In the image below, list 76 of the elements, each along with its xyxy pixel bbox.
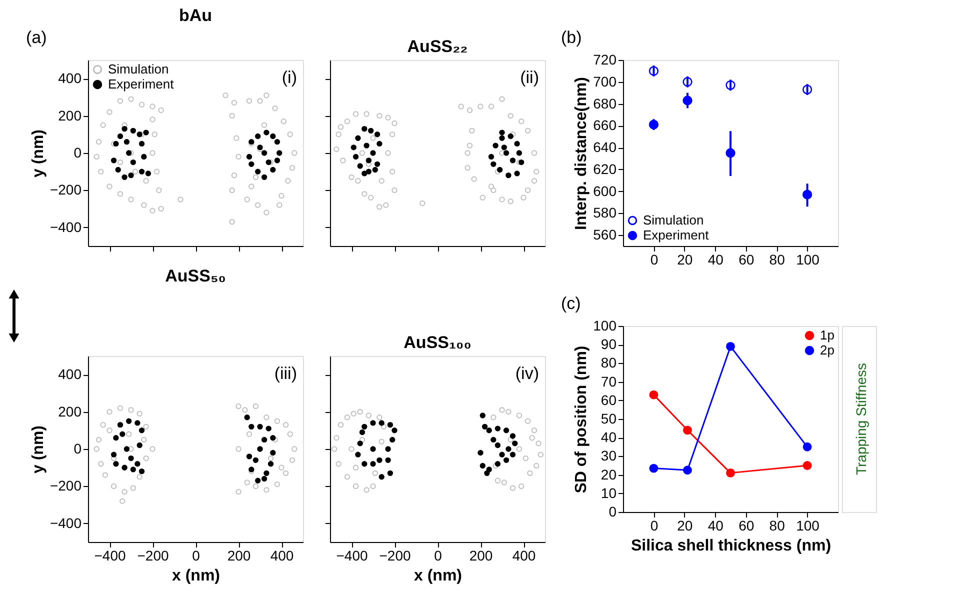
annotation: (i)	[282, 68, 297, 87]
x-tick-label: 100	[796, 518, 820, 534]
y-tick-label: 400	[58, 70, 82, 86]
x-axis-title: Silica shell thickness (nm)	[630, 538, 832, 554]
y-tick-label: 30	[600, 448, 617, 464]
y-tick-label: 200	[58, 403, 82, 420]
legend-label: 2p	[820, 342, 834, 358]
legend-label: 1p	[820, 328, 834, 342]
y-tick-label: 70	[600, 373, 617, 390]
legend-label: Simulation	[108, 62, 169, 76]
chart-title: AuSS₂₂	[407, 37, 468, 56]
text: (c)	[561, 294, 581, 313]
x-tick-label: 80	[769, 252, 786, 268]
x-axis-title: x (nm)	[172, 568, 220, 584]
y-tick-label: 90	[600, 336, 617, 352]
y-tick-label: 680	[593, 95, 617, 112]
x-tick-label: −200	[137, 548, 169, 564]
x-tick-label: 0	[434, 548, 442, 564]
y-tick-label: 80	[600, 354, 617, 371]
x-tick-label: 0	[192, 548, 200, 564]
y-axis-title: y (nm)	[30, 426, 47, 474]
annotation: (ii)	[520, 68, 539, 87]
y-tick-label: 40	[600, 429, 617, 446]
x-tick-label: −400	[94, 548, 126, 564]
y-tick-label: 620	[593, 160, 617, 177]
y-tick-label: 60	[600, 392, 617, 408]
y-axis-title: y (nm)	[30, 130, 47, 178]
x-tick-label: −200	[379, 548, 411, 564]
text: Trapping Stiffness	[853, 362, 869, 476]
y-tick-label: 720	[593, 52, 617, 68]
x-tick-label: 200	[469, 548, 493, 564]
y-tick-label: 660	[593, 117, 617, 134]
y-tick-label: 560	[593, 226, 617, 243]
y-tick-label: 400	[58, 366, 82, 382]
y-tick-label: 700	[593, 73, 617, 90]
x-tick-label: 40	[708, 252, 724, 268]
legend-label: Experiment	[643, 228, 710, 242]
y-tick-label: 640	[593, 139, 617, 156]
y-tick-label: −200	[50, 182, 82, 198]
x-tick-label: 60	[738, 252, 754, 268]
legend-label: Experiment	[108, 76, 174, 92]
y-tick-label: 100	[593, 318, 617, 334]
x-tick-label: 20	[677, 252, 693, 268]
y-tick-label: 20	[600, 466, 617, 482]
chart-title: AuSS₁₀₀	[404, 333, 472, 352]
x-tick-label: 0	[650, 252, 658, 268]
x-tick-label: 100	[796, 252, 820, 268]
x-tick-label: 400	[270, 548, 294, 564]
text: (b)	[561, 28, 582, 47]
x-tick-label: 40	[708, 518, 724, 534]
x-tick-label: 0	[650, 518, 658, 534]
y-tick-label: 50	[600, 410, 617, 426]
annotation: (iv)	[515, 364, 539, 383]
y-tick-label: −200	[50, 478, 82, 494]
x-tick-label: 60	[738, 518, 754, 534]
annotation: (iii)	[274, 364, 297, 383]
y-tick-label: 580	[593, 204, 617, 221]
x-tick-label: −400	[336, 548, 368, 564]
y-axis-title: Interp. distance(nm)	[573, 77, 590, 230]
x-tick-label: 20	[677, 518, 693, 534]
y-tick-label: 600	[593, 182, 617, 199]
y-axis-title: SD of position (nm)	[573, 346, 590, 494]
y-tick-label: 0	[608, 504, 617, 520]
chart-title: bAu	[178, 6, 212, 25]
x-tick-label: 400	[512, 548, 536, 564]
y-tick-label: 10	[600, 484, 617, 501]
x-tick-label: 80	[769, 518, 786, 534]
y-tick-label: 0	[74, 144, 82, 160]
y-tick-label: −400	[50, 218, 82, 235]
y-tick-label: 200	[58, 107, 82, 124]
x-tick-label: 200	[227, 548, 251, 564]
y-tick-label: 0	[74, 440, 82, 456]
chart-title: AuSS₅₀	[165, 266, 226, 286]
x-axis-title: x (nm)	[414, 568, 462, 584]
text: (a)	[26, 28, 47, 47]
legend-label: Simulation	[643, 212, 704, 228]
